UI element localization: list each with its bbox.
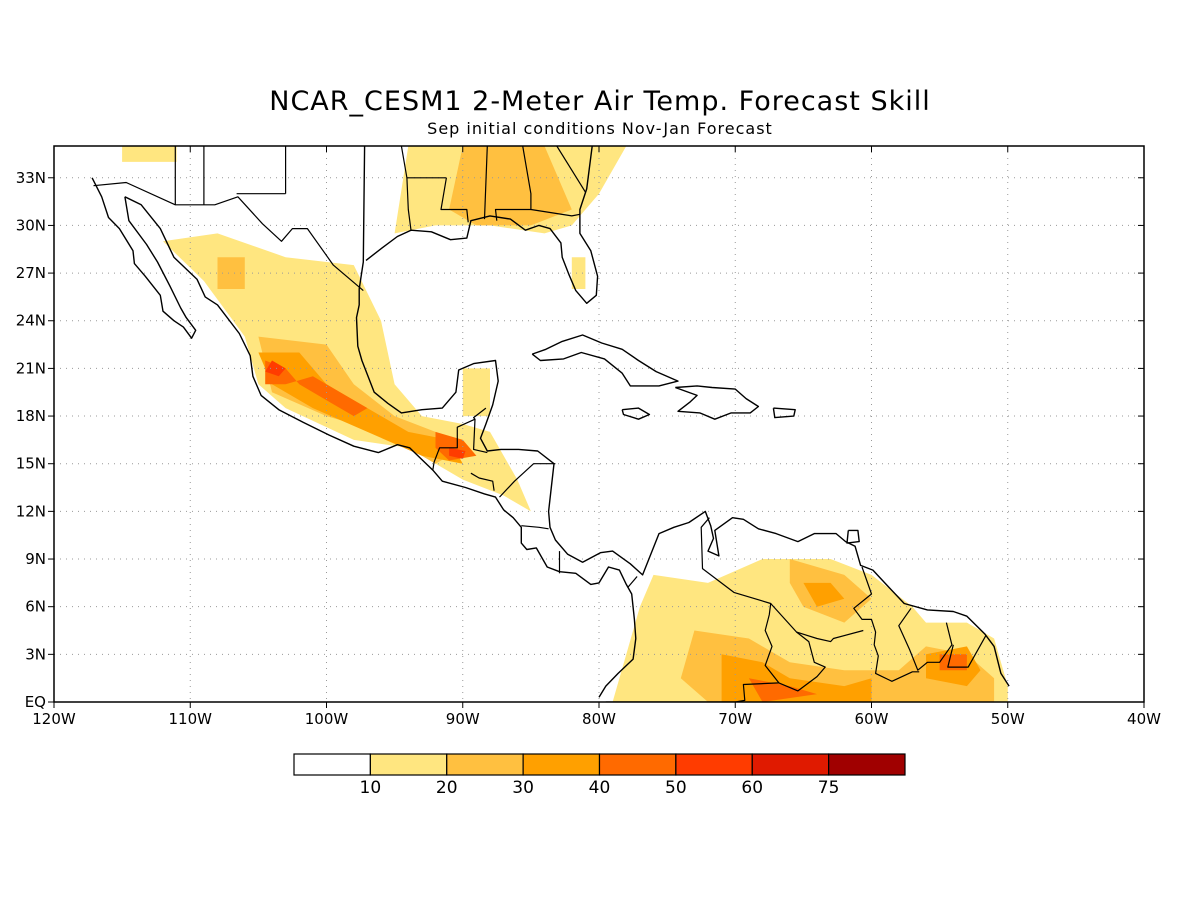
skill-region-level-5: [265, 360, 286, 377]
x-tick-label: 80W: [582, 710, 616, 728]
coastline: [772, 407, 796, 419]
skill-region-level-5: [449, 447, 466, 459]
skill-region-level-4: [435, 431, 477, 461]
x-tick-label: 90W: [446, 710, 480, 728]
coastline: [365, 146, 599, 304]
y-tick-label: 21N: [16, 359, 46, 377]
border-line: [853, 566, 920, 682]
skill-region-level-1: [462, 368, 490, 417]
map-subtitle: Sep initial conditions Nov-Jan Forecast: [427, 119, 773, 138]
political-borders: [93, 146, 987, 702]
border-line: [432, 407, 487, 471]
skill-region-level-4: [748, 678, 817, 702]
border-line: [470, 472, 495, 491]
longitude-ticks: 120W 110W 100W 90W 80W 70W 60W 50W 40W: [32, 146, 1161, 728]
border-line: [700, 517, 780, 702]
x-tick-label: 50W: [991, 710, 1025, 728]
x-tick-label: 70W: [718, 710, 752, 728]
border-line: [770, 603, 864, 643]
border-line: [947, 635, 987, 668]
x-tick-label: 120W: [32, 710, 76, 728]
border-line: [499, 463, 556, 498]
colorbar-swatch: [446, 753, 524, 776]
colorbar-swatch: [293, 753, 371, 776]
skill-region-level-3: [803, 582, 845, 607]
border-line: [530, 208, 581, 217]
y-tick-label: 24N: [16, 312, 46, 330]
skill-region-level-4: [939, 654, 967, 671]
border-line: [440, 177, 469, 223]
colorbar-label: 40: [589, 778, 611, 798]
skill-region-level-1: [122, 146, 177, 162]
y-tick-label: 9N: [25, 550, 46, 568]
skill-shading-layer: [122, 146, 1008, 702]
colorbar-label: 10: [360, 778, 382, 798]
coastline: [675, 385, 760, 420]
y-tick-label: 27N: [16, 264, 46, 282]
coastline: [846, 529, 860, 544]
coastline: [355, 146, 1010, 687]
skill-region-level-1: [571, 257, 586, 289]
border-line: [898, 607, 953, 671]
y-tick-label: 30N: [16, 216, 46, 234]
y-tick-label: 33N: [16, 169, 46, 187]
y-tick-label: 12N: [16, 502, 46, 520]
coastline: [621, 407, 651, 420]
colorbar-label: 60: [741, 778, 763, 798]
latitude-ticks: EQ 3N 6N 9N 12N 15N 18N 21N 24N 27N 30N 33N: [16, 169, 1144, 711]
y-tick-label: 15N: [16, 455, 46, 473]
y-tick-label: 6N: [25, 598, 46, 616]
y-tick-label: EQ: [25, 693, 46, 711]
colorbar-label: 75: [818, 778, 840, 798]
border-line: [93, 181, 364, 292]
map-frame: [53, 145, 1145, 703]
y-tick-label: 3N: [25, 645, 46, 663]
colorbar-swatch: [675, 753, 753, 776]
colorbar-label: 20: [436, 778, 458, 798]
colorbar-swatch: [598, 753, 677, 776]
map-title: NCAR_CESM1 2-Meter Air Temp. Forecast Sk…: [269, 86, 931, 117]
border-line: [400, 146, 412, 231]
x-tick-label: 60W: [855, 710, 889, 728]
gridlines: [54, 146, 1144, 702]
border-line: [483, 146, 488, 220]
coastlines: [91, 146, 1010, 698]
skill-region-level-4: [265, 360, 368, 417]
skill-region-level-2: [217, 257, 245, 289]
border-line: [627, 576, 638, 588]
colorbar-label: 30: [512, 778, 534, 798]
coastline: [124, 196, 637, 698]
colorbar-legend: 10 20 30 40 50 60 75: [293, 753, 906, 798]
colorbar-label: 50: [665, 778, 687, 798]
colorbar-swatch: [751, 753, 830, 776]
colorbar-swatch: [522, 753, 601, 776]
border-line: [556, 146, 586, 193]
border-line: [778, 631, 826, 692]
y-tick-label: 18N: [16, 407, 46, 425]
coastline: [531, 334, 679, 387]
x-tick-label: 110W: [169, 710, 213, 728]
colorbar-swatch: [369, 753, 448, 776]
x-tick-label: 40W: [1127, 710, 1161, 728]
colorbar-swatch: [828, 753, 906, 776]
skill-region-level-2: [449, 146, 572, 226]
x-tick-label: 100W: [305, 710, 349, 728]
border-line: [521, 525, 549, 530]
coastline: [91, 177, 197, 339]
border-line: [473, 419, 488, 454]
